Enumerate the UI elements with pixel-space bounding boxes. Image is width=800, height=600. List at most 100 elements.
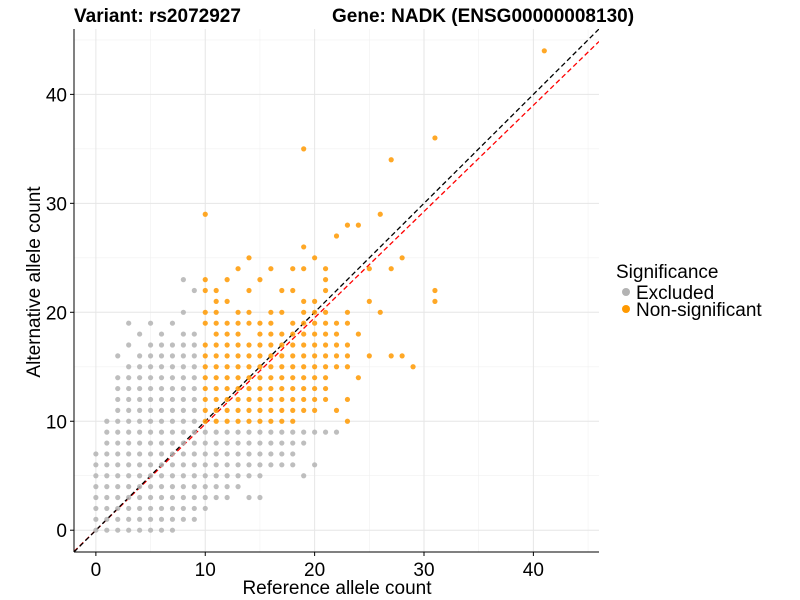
data-point <box>180 462 186 468</box>
data-point <box>213 429 219 435</box>
data-point <box>158 375 165 381</box>
data-point <box>355 222 361 228</box>
data-point <box>290 396 296 403</box>
data-point <box>115 527 121 533</box>
data-point <box>301 146 307 152</box>
identity-line <box>74 29 599 552</box>
data-point <box>180 396 186 403</box>
data-point <box>301 353 307 359</box>
data-point <box>246 385 252 392</box>
data-point <box>115 418 121 424</box>
data-point <box>202 353 208 359</box>
data-point <box>268 451 274 457</box>
data-point <box>301 407 307 413</box>
x-axis-title: Reference allele count <box>242 578 432 599</box>
data-point <box>158 484 165 490</box>
data-point <box>290 331 296 337</box>
data-point <box>202 385 208 392</box>
data-point <box>115 484 121 490</box>
data-point <box>169 451 176 457</box>
data-point <box>224 364 230 370</box>
data-point <box>137 407 143 413</box>
data-point <box>235 320 241 326</box>
data-point <box>126 516 132 522</box>
data-point <box>268 418 274 424</box>
data-point <box>126 462 132 468</box>
data-point <box>147 440 154 446</box>
data-point <box>126 320 132 326</box>
data-point <box>235 418 241 424</box>
data-point <box>180 429 186 435</box>
data-point <box>191 375 197 381</box>
data-point <box>279 385 285 392</box>
data-point <box>213 298 219 304</box>
data-point <box>246 407 252 413</box>
data-point <box>235 364 241 370</box>
data-point <box>191 353 197 359</box>
data-point <box>126 385 132 392</box>
data-point <box>224 375 230 381</box>
data-point <box>147 505 154 512</box>
data-point <box>246 473 252 479</box>
data-point <box>257 451 263 457</box>
data-point <box>257 331 263 337</box>
data-point <box>137 385 143 392</box>
data-points <box>93 48 547 533</box>
data-point <box>301 396 307 403</box>
data-point <box>268 396 274 403</box>
reference-lines <box>74 29 599 552</box>
data-point <box>115 473 121 479</box>
data-point <box>169 505 176 512</box>
data-point <box>180 353 186 359</box>
data-point <box>257 364 263 370</box>
data-point <box>202 396 208 403</box>
data-point <box>290 375 296 381</box>
data-point <box>279 407 285 413</box>
data-point <box>191 287 197 294</box>
data-point <box>202 364 208 370</box>
data-point <box>301 429 307 435</box>
data-point <box>180 342 186 348</box>
data-point <box>279 342 285 348</box>
data-point <box>158 462 165 468</box>
data-point <box>147 385 154 392</box>
data-point <box>333 233 340 239</box>
x-tick-label: 10 <box>195 560 216 581</box>
data-point <box>312 462 318 468</box>
data-point <box>202 320 208 326</box>
data-point <box>290 342 296 348</box>
data-point <box>235 440 241 446</box>
data-point <box>235 473 241 479</box>
data-point <box>202 287 208 294</box>
data-point <box>312 298 318 304</box>
chart-title-gene: Gene: NADK (ENSG00000008130) <box>332 6 634 27</box>
data-point <box>213 473 219 479</box>
data-point <box>224 342 230 348</box>
data-point <box>213 396 219 403</box>
data-point <box>235 451 241 457</box>
data-point <box>137 418 143 424</box>
data-point <box>137 331 143 337</box>
x-tick-label: 30 <box>413 560 434 581</box>
data-point <box>169 364 176 370</box>
data-point <box>180 473 186 479</box>
data-point <box>290 440 296 446</box>
data-point <box>169 484 176 490</box>
data-point <box>169 516 176 522</box>
data-point <box>246 396 252 403</box>
data-point <box>158 396 165 403</box>
data-point <box>246 342 252 348</box>
data-point <box>377 309 383 315</box>
data-point <box>169 342 176 348</box>
data-point <box>147 527 154 533</box>
data-point <box>257 385 263 392</box>
data-point <box>224 440 230 446</box>
data-point <box>279 451 285 457</box>
data-point <box>104 462 110 468</box>
data-point <box>312 429 318 435</box>
data-point <box>224 418 230 424</box>
data-point <box>169 407 176 413</box>
data-point <box>213 484 219 490</box>
data-point <box>158 505 165 512</box>
data-point <box>268 309 274 315</box>
